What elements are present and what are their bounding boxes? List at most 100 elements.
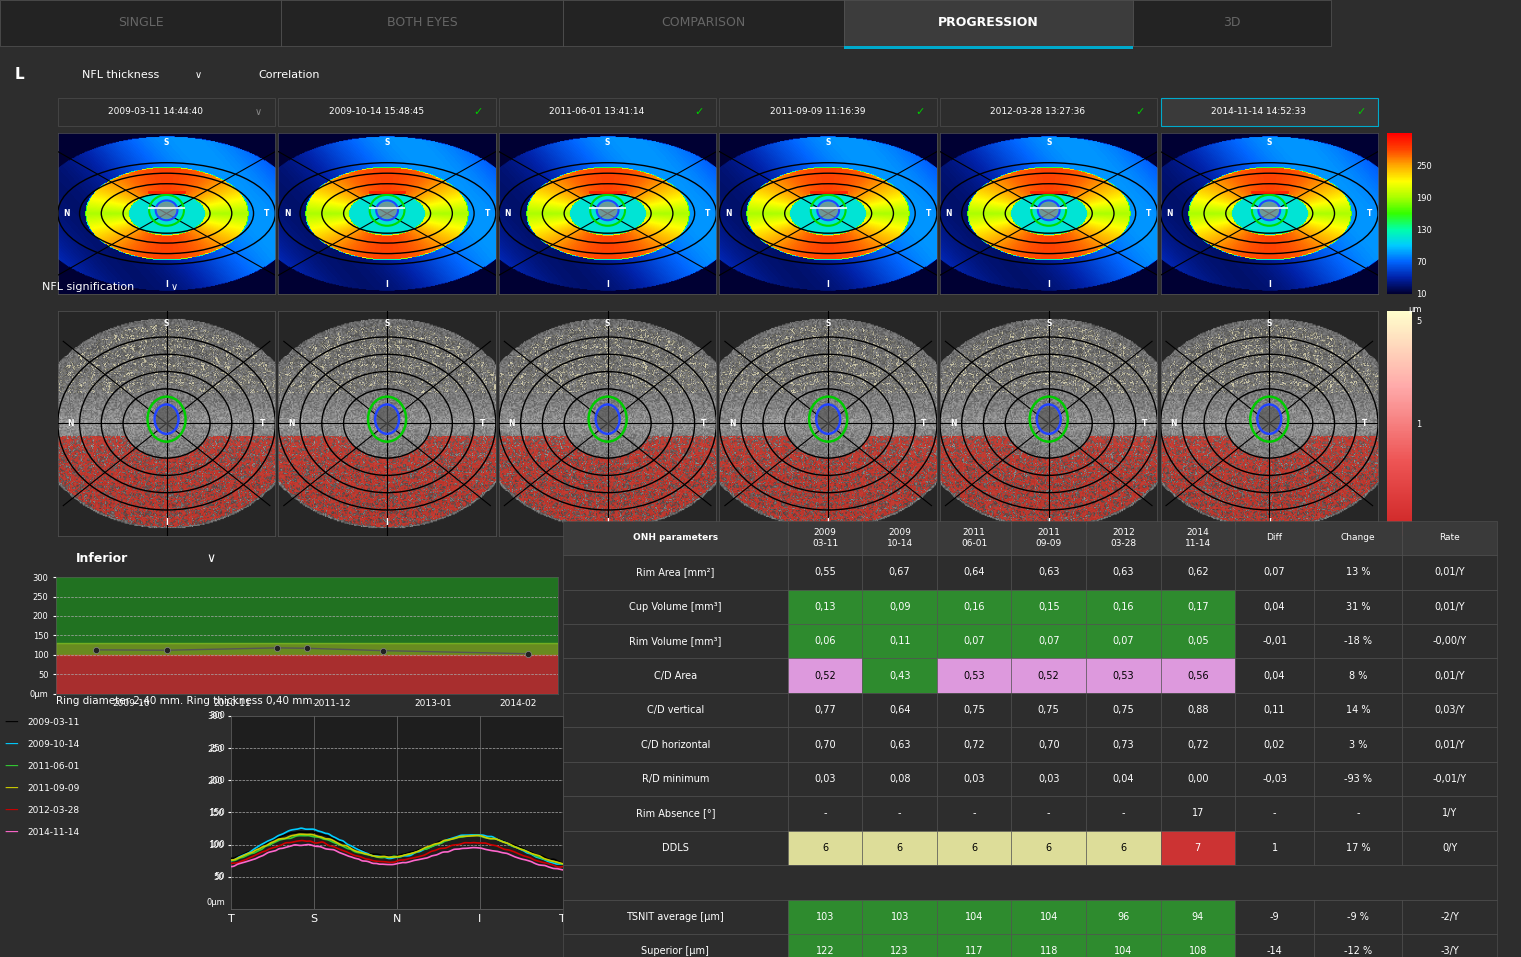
Text: 0,01/Y: 0,01/Y	[1434, 568, 1465, 577]
Text: 2012
03-28: 2012 03-28	[1110, 528, 1136, 547]
Text: N: N	[508, 419, 516, 428]
Text: C/D Area: C/D Area	[654, 671, 697, 680]
Ellipse shape	[1039, 202, 1059, 219]
Text: 122: 122	[815, 946, 835, 956]
Text: 0,04: 0,04	[1112, 774, 1135, 784]
Text: 103: 103	[815, 912, 835, 922]
Text: Ring diameter 2,40 mm. Ring thickness 0,40 mm.: Ring diameter 2,40 mm. Ring thickness 0,…	[56, 696, 316, 705]
Point	[371, 643, 395, 658]
Text: µm: µm	[1408, 305, 1421, 314]
Text: -9 %: -9 %	[1348, 912, 1369, 922]
Text: 1/Y: 1/Y	[1442, 809, 1457, 818]
Text: 0,43: 0,43	[888, 671, 911, 680]
Text: 0,72: 0,72	[963, 740, 986, 749]
Text: 0,07: 0,07	[963, 636, 986, 646]
Text: NFL thickness: NFL thickness	[82, 70, 158, 79]
Ellipse shape	[1259, 202, 1279, 219]
Text: 50: 50	[214, 873, 225, 881]
Text: %: %	[1410, 547, 1419, 556]
Text: 7: 7	[1194, 843, 1202, 853]
Text: ∨: ∨	[207, 552, 216, 566]
Text: N: N	[64, 209, 70, 218]
Text: ∨: ∨	[170, 282, 178, 292]
Text: 0,70: 0,70	[814, 740, 837, 749]
Text: 0,00: 0,00	[1186, 774, 1209, 784]
Text: -3/Y: -3/Y	[1440, 946, 1459, 956]
Text: BOTH EYES: BOTH EYES	[386, 16, 458, 30]
Text: T: T	[1367, 209, 1372, 218]
Text: -9: -9	[1270, 912, 1279, 922]
Text: -: -	[897, 809, 902, 818]
Text: 0,52: 0,52	[1037, 671, 1060, 680]
Text: Inferior: Inferior	[76, 552, 128, 566]
Ellipse shape	[598, 202, 618, 219]
Text: 31 %: 31 %	[1346, 602, 1370, 612]
Text: —: —	[5, 782, 18, 795]
Text: 0,77: 0,77	[814, 705, 837, 715]
Point	[516, 646, 540, 661]
Text: 0,56: 0,56	[1186, 671, 1209, 680]
Text: 2011
09-09: 2011 09-09	[1036, 528, 1062, 547]
Text: Rim Volume [mm³]: Rim Volume [mm³]	[630, 636, 721, 646]
Text: -: -	[972, 809, 976, 818]
Text: T: T	[265, 209, 269, 218]
Text: 0,64: 0,64	[888, 705, 911, 715]
Text: 250: 250	[210, 744, 225, 752]
Text: N: N	[67, 419, 75, 428]
Text: 0,03/Y: 0,03/Y	[1434, 705, 1465, 715]
Text: 0,01/Y: 0,01/Y	[1434, 740, 1465, 749]
Text: T: T	[706, 209, 710, 218]
Text: 2009-03-11 14:44:40: 2009-03-11 14:44:40	[108, 107, 204, 117]
Text: -0,03: -0,03	[1262, 774, 1287, 784]
Text: S: S	[1267, 320, 1272, 328]
Text: 3D: 3D	[1223, 16, 1241, 30]
Text: 0,04: 0,04	[1264, 671, 1285, 680]
Text: -12 %: -12 %	[1345, 946, 1372, 956]
Text: 2009-10-14 15:48:45: 2009-10-14 15:48:45	[329, 107, 424, 117]
Text: Change: Change	[1342, 533, 1375, 543]
Text: -14: -14	[1267, 946, 1282, 956]
Ellipse shape	[1258, 406, 1281, 433]
Text: 2011-09-09: 2011-09-09	[27, 784, 79, 793]
Text: Rim Area [mm²]: Rim Area [mm²]	[636, 568, 715, 577]
Text: 0,04: 0,04	[1264, 602, 1285, 612]
Text: C/D vertical: C/D vertical	[646, 705, 704, 715]
Text: 0µm: 0µm	[207, 899, 225, 907]
Text: N: N	[946, 209, 952, 218]
Text: 0,53: 0,53	[1112, 671, 1135, 680]
Text: 96: 96	[1116, 912, 1130, 922]
Point	[265, 640, 289, 656]
Text: 118: 118	[1039, 946, 1059, 956]
Ellipse shape	[818, 202, 838, 219]
Text: S: S	[164, 138, 169, 146]
Text: 2014-11-14: 2014-11-14	[27, 828, 79, 837]
Text: 17: 17	[1191, 809, 1205, 818]
Text: -: -	[1046, 809, 1051, 818]
Text: T: T	[260, 419, 265, 428]
Text: Correlation: Correlation	[259, 70, 319, 79]
Text: COMPARISON: COMPARISON	[662, 16, 745, 30]
Text: Superior [µm]: Superior [µm]	[642, 946, 709, 956]
Point	[295, 640, 319, 656]
Text: 0,70: 0,70	[1037, 740, 1060, 749]
Text: I: I	[827, 519, 829, 527]
Text: 0,08: 0,08	[888, 774, 911, 784]
Text: S: S	[1046, 138, 1051, 146]
Text: Diff: Diff	[1267, 533, 1282, 543]
Text: N: N	[287, 419, 295, 428]
Text: -93 %: -93 %	[1345, 774, 1372, 784]
Text: —: —	[5, 716, 18, 729]
Text: 2012-03-28 13:27:36: 2012-03-28 13:27:36	[990, 107, 1086, 117]
Text: 103: 103	[890, 912, 910, 922]
Text: N: N	[726, 209, 732, 218]
Text: -2/Y: -2/Y	[1440, 912, 1459, 922]
Text: 8 %: 8 %	[1349, 671, 1367, 680]
Text: 100: 100	[210, 840, 225, 849]
Text: R/D minimum: R/D minimum	[642, 774, 709, 784]
Text: 200: 200	[210, 776, 225, 785]
Text: 2014-11-14 14:52:33: 2014-11-14 14:52:33	[1211, 107, 1307, 117]
Text: 0,17: 0,17	[1186, 602, 1209, 612]
Text: S: S	[1046, 320, 1051, 328]
Text: TSNIT average [µm]: TSNIT average [µm]	[627, 912, 724, 922]
Text: 0,16: 0,16	[1112, 602, 1135, 612]
